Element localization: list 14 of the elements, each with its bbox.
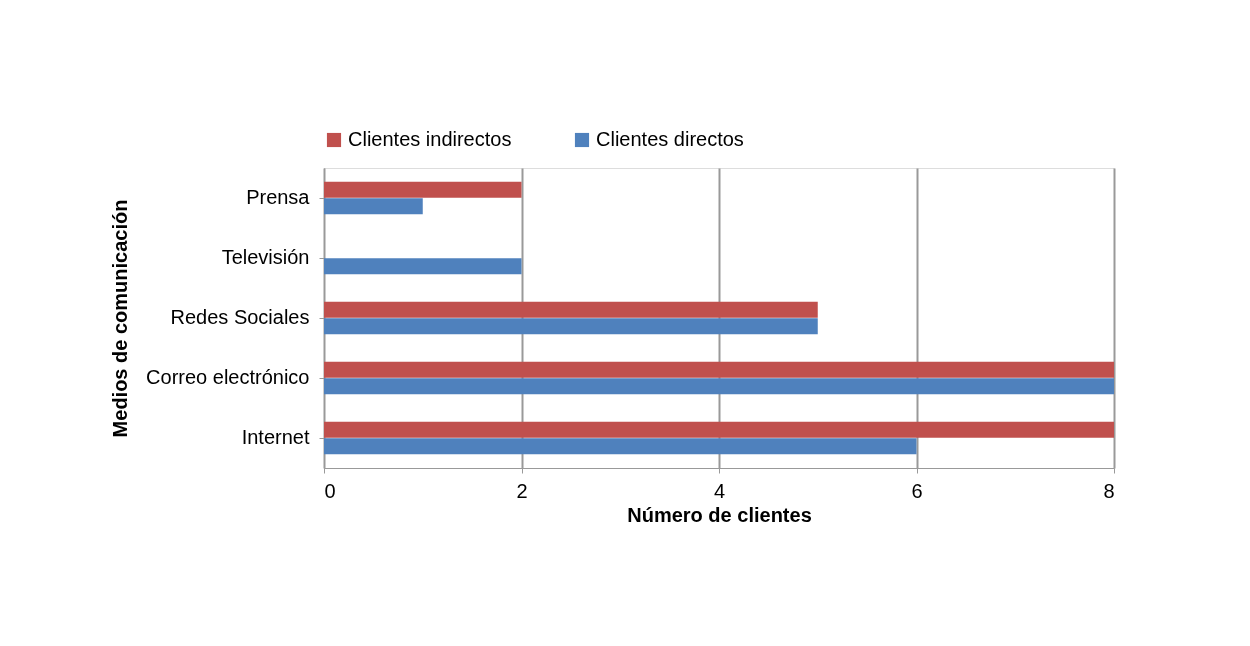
x-tick-label: 0 — [324, 479, 336, 502]
legend-label: Clientes indirectos — [348, 128, 512, 150]
y-tick-label: Internet — [241, 426, 310, 448]
y-tick-label: Correo electrónico — [146, 366, 310, 388]
x-axis-title: Número de clientes — [627, 503, 812, 526]
x-tick-label: 8 — [1103, 479, 1115, 502]
x-tick-label: 6 — [911, 479, 923, 502]
y-tick-label: Televisión — [221, 246, 310, 268]
legend-label: Clientes directos — [596, 128, 744, 150]
x-tick-label: 2 — [516, 479, 528, 502]
y-tick-label: Redes Sociales — [170, 306, 310, 328]
x-tick-label: 4 — [713, 479, 726, 502]
y-axis-title: Medios de comunicación — [109, 199, 132, 438]
y-tick-label: Prensa — [246, 186, 311, 208]
